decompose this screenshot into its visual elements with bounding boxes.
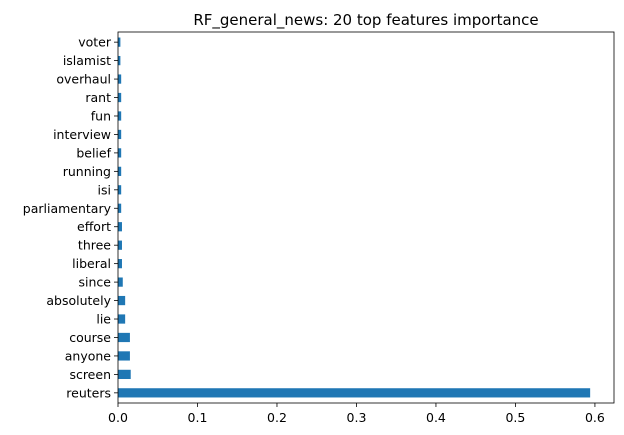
x-tick-label: 0.1 xyxy=(188,410,208,425)
bar-screen xyxy=(118,369,131,380)
plot-frame xyxy=(117,31,615,404)
chart-title: RF_general_news: 20 top features importa… xyxy=(193,11,538,30)
y-tick-label: absolutely xyxy=(46,293,111,308)
y-tick-label: fun xyxy=(91,108,111,123)
x-tick-label: 0.4 xyxy=(426,410,446,425)
bar-since xyxy=(118,277,123,287)
bar-lie xyxy=(118,314,126,324)
y-tick-label: liberal xyxy=(72,256,111,271)
y-tick-label: since xyxy=(79,275,112,290)
y-axis-ticks: reuters screen anyone course lie absolutely si… xyxy=(23,35,118,400)
bar-overhaul xyxy=(118,74,122,84)
y-tick-label: three xyxy=(78,238,111,253)
y-tick-label: course xyxy=(69,330,111,345)
bar-belief xyxy=(118,148,122,158)
y-tick-label: running xyxy=(63,164,111,179)
y-tick-label: reuters xyxy=(66,385,111,400)
y-tick-label: islamist xyxy=(63,53,111,68)
y-tick-label: belief xyxy=(76,145,111,160)
bar-liberal xyxy=(118,259,122,269)
x-axis-ticks: 0.0 0.1 0.2 0.3 0.4 0.5 0.6 xyxy=(108,403,605,425)
bar-absolutely xyxy=(118,295,126,306)
y-tick-label: parliamentary xyxy=(23,201,112,216)
x-tick-label: 0.2 xyxy=(267,410,287,425)
bar-parliamentary xyxy=(118,203,122,213)
y-tick-label: anyone xyxy=(65,348,112,363)
bar-voter xyxy=(118,37,121,47)
y-tick-label: voter xyxy=(78,35,112,50)
bars-group xyxy=(118,37,591,398)
y-tick-label: screen xyxy=(69,367,111,382)
x-tick-label: 0.6 xyxy=(585,410,605,425)
bar-reuters xyxy=(118,388,591,398)
y-tick-label: lie xyxy=(96,312,111,327)
y-tick-label: overhaul xyxy=(56,72,111,87)
bar-islamist xyxy=(118,55,121,66)
bar-running xyxy=(118,166,122,176)
x-tick-label: 0.3 xyxy=(347,410,367,425)
bar-anyone xyxy=(118,351,130,361)
bar-three xyxy=(118,240,122,250)
y-tick-label: isi xyxy=(98,182,111,197)
bar-effort xyxy=(118,222,122,232)
x-tick-label: 0.5 xyxy=(505,410,525,425)
bar-interview xyxy=(118,129,122,140)
x-tick-label: 0.0 xyxy=(108,410,128,425)
bar-fun xyxy=(118,111,122,121)
bar-rant xyxy=(118,92,122,103)
y-tick-label: rant xyxy=(85,90,111,105)
y-tick-label: effort xyxy=(77,219,111,234)
bar-course xyxy=(118,332,130,343)
y-tick-label: interview xyxy=(53,127,111,142)
bar-isi xyxy=(118,185,122,195)
